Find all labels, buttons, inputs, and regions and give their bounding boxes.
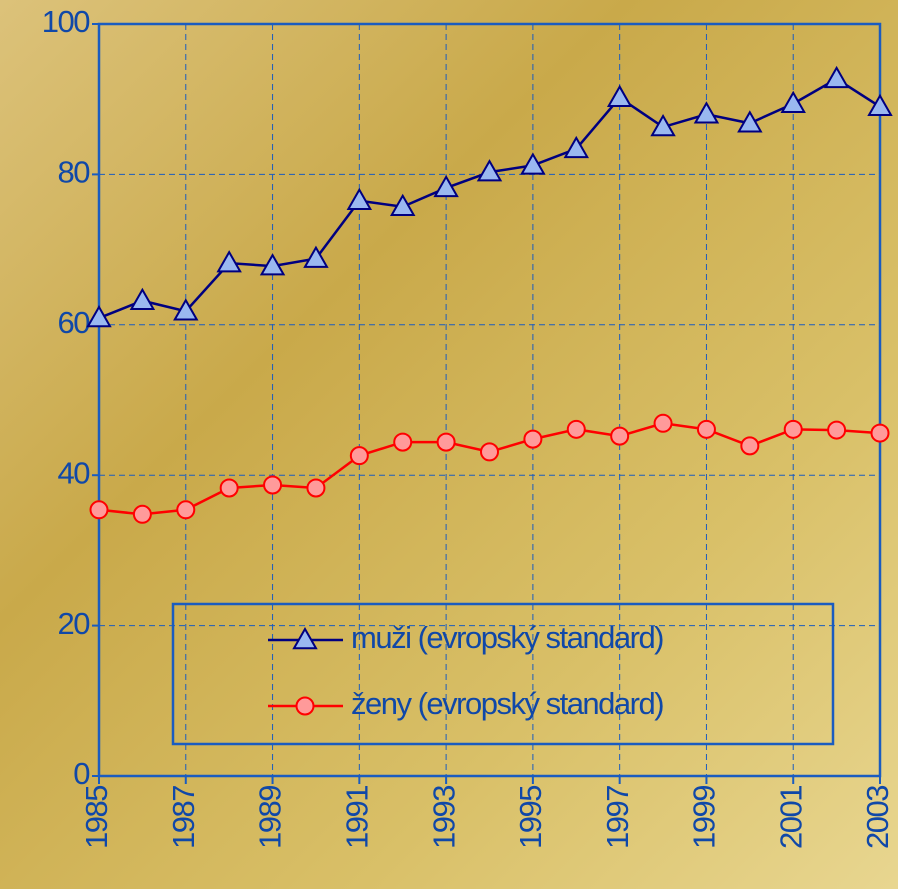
marker (780, 90, 806, 113)
marker (346, 187, 373, 210)
x-tick-label: 1993 (426, 786, 461, 849)
y-tick-label: 0 (73, 756, 90, 791)
x-tick-label: 1987 (166, 786, 201, 849)
marker (783, 419, 803, 439)
marker (870, 423, 890, 443)
marker (389, 193, 416, 216)
marker (89, 500, 109, 520)
marker (606, 84, 633, 107)
marker (173, 298, 199, 321)
marker (610, 426, 630, 446)
marker (476, 159, 503, 182)
marker (393, 432, 413, 452)
x-tick-label: 2001 (773, 786, 808, 849)
marker (219, 478, 239, 498)
marker (867, 93, 893, 116)
x-tick-label: 2003 (860, 786, 895, 849)
marker (132, 504, 152, 524)
x-tick-label: 1995 (513, 786, 548, 849)
marker (566, 419, 586, 439)
legend-marker (292, 626, 318, 650)
marker (303, 245, 329, 268)
x-tick-label: 1997 (600, 786, 635, 849)
marker (563, 135, 590, 159)
marker (693, 101, 720, 124)
marker (306, 478, 326, 498)
marker (263, 475, 283, 495)
x-tick-label: 1991 (340, 786, 375, 849)
marker (480, 442, 499, 462)
marker (176, 500, 196, 520)
legend: muži (evropský standard) ženy (evropský s… (171, 602, 835, 746)
marker (653, 413, 673, 433)
marker (259, 253, 286, 276)
y-tick-label: 100 (42, 4, 90, 39)
marker (827, 420, 847, 440)
marker (129, 287, 156, 310)
legend-box (171, 602, 835, 746)
marker (520, 152, 546, 175)
y-tick-label: 40 (58, 455, 91, 490)
plot-frame (97, 22, 882, 778)
marker (737, 110, 763, 133)
legend-marker (295, 696, 315, 716)
legend-label: ženy (evropský standard) (351, 686, 663, 721)
x-tick-label: 1999 (687, 786, 722, 849)
x-tick-label: 1985 (79, 786, 114, 849)
marker (650, 114, 676, 137)
marker (433, 174, 459, 198)
marker (216, 250, 242, 273)
marker (696, 419, 716, 439)
marker (86, 305, 112, 328)
marker (436, 432, 456, 452)
marker (823, 65, 850, 89)
y-tick-label: 60 (58, 305, 91, 340)
marker (349, 446, 369, 466)
y-tick-label: 20 (58, 606, 91, 641)
legend-label: muži (evropský standard) (351, 620, 663, 655)
marker (523, 429, 543, 449)
x-tick-label: 1989 (253, 786, 288, 849)
y-tick-label: 80 (58, 155, 91, 190)
marker (740, 436, 760, 456)
